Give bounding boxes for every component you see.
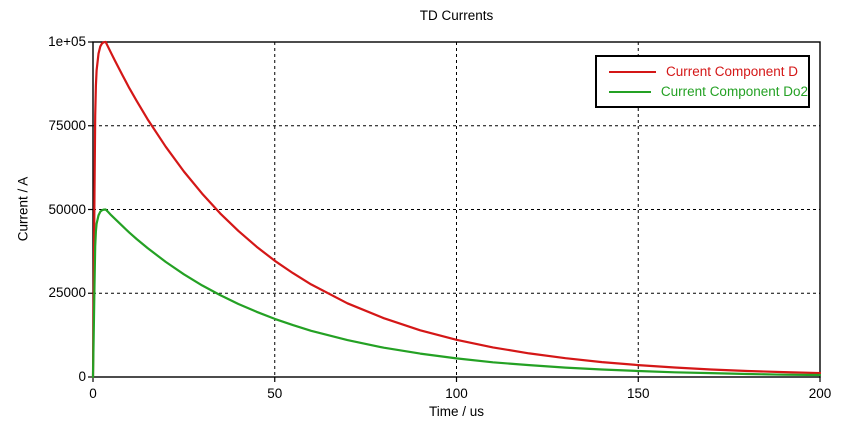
x-tick-label: 150 bbox=[626, 386, 650, 401]
x-tick-label: 200 bbox=[808, 386, 832, 401]
legend-label-current-component-do2: Current Component Do2 bbox=[660, 84, 808, 99]
y-tick-label: 25000 bbox=[48, 285, 86, 301]
x-tick-label: 100 bbox=[445, 386, 468, 401]
x-tick-label: 50 bbox=[267, 386, 283, 401]
legend-item-current-component-d: Current Component D bbox=[609, 64, 808, 79]
series-line-current-component-d bbox=[91, 40, 822, 379]
chart-title: TD Currents bbox=[419, 8, 494, 23]
series-line-current-component-do2 bbox=[91, 208, 822, 379]
legend-swatch-current-component-d bbox=[609, 70, 656, 73]
y-tick-label: 1e+05 bbox=[48, 34, 86, 49]
y-tick-label: 75000 bbox=[48, 117, 86, 133]
legend-item-current-component-do2: Current Component Do2 bbox=[609, 84, 808, 99]
y-tick-label: 0 bbox=[78, 369, 86, 384]
x-tick-label: 0 bbox=[89, 386, 97, 401]
legend: Current Component D Current Component Do… bbox=[595, 55, 810, 108]
y-tick-label: 50000 bbox=[48, 201, 86, 217]
plot-frame bbox=[92, 41, 821, 378]
legend-label-current-component-d: Current Component D bbox=[666, 64, 799, 79]
legend-swatch-current-component-do2 bbox=[609, 90, 651, 93]
x-axis-label: Time / us bbox=[428, 404, 484, 419]
